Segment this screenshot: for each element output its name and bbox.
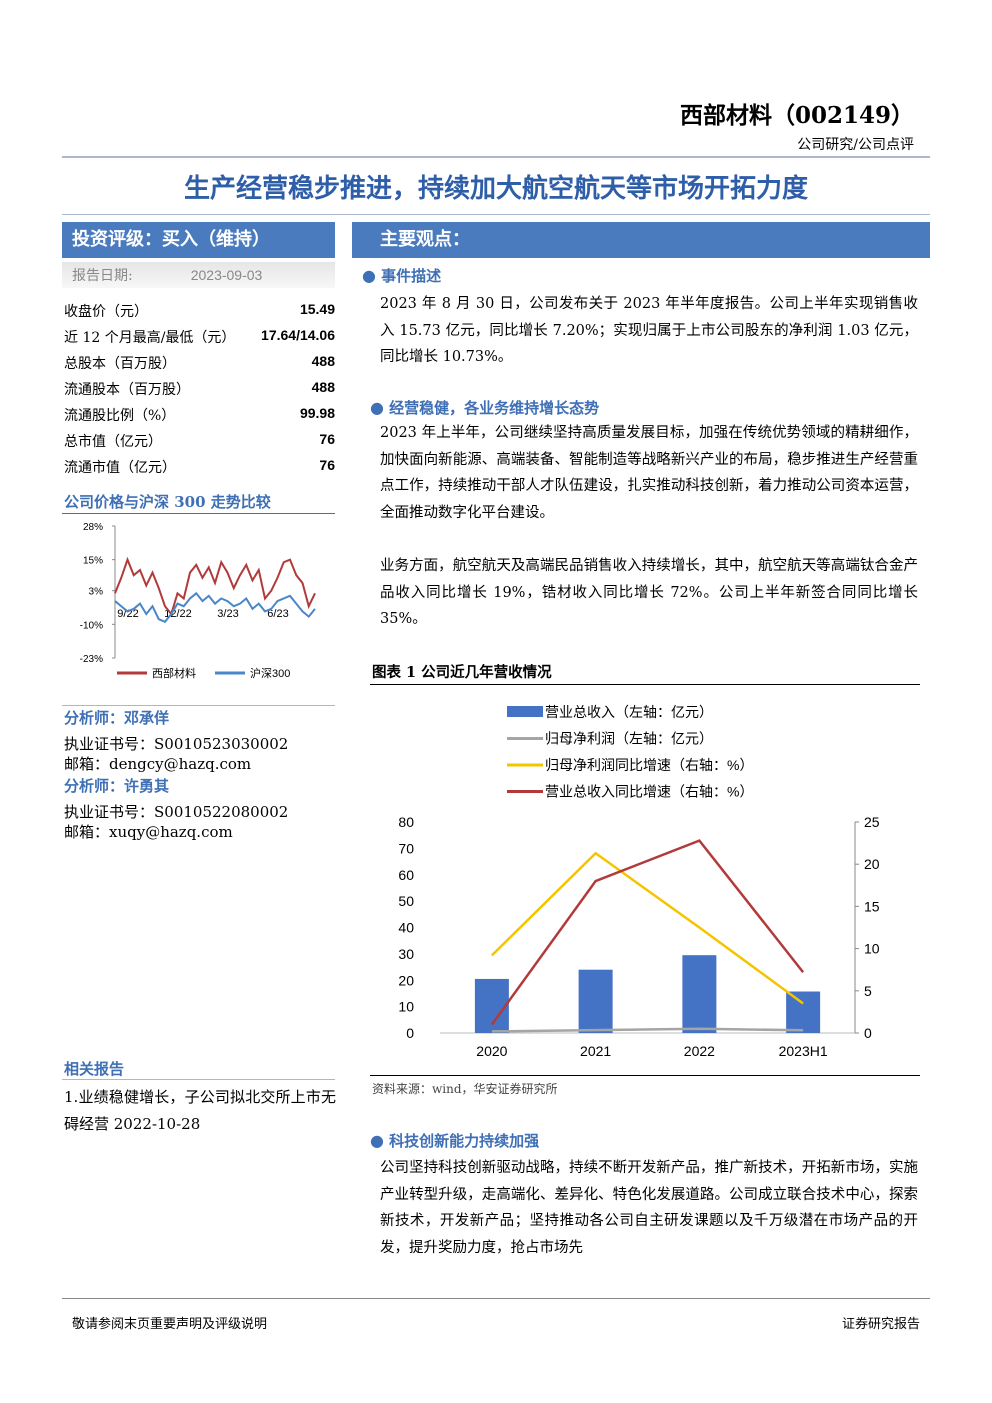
stat-value: 76: [319, 431, 335, 447]
analyst: 分析师：邓承佯: [64, 709, 170, 727]
legend-label: 沪深300: [250, 666, 290, 680]
paragraph: 公司坚持科技创新驱动战略，持续不断开发新产品，推广新技术，开拓新市场，实施产业转…: [380, 1160, 918, 1256]
y-tick-label: 60: [398, 867, 414, 883]
rating: 投资评级：买入（维持）: [62, 222, 335, 258]
stat-value: 15.49: [299, 301, 335, 317]
bar: [578, 969, 613, 1033]
legend-label: 营业总收入（左轴：亿元）: [545, 704, 713, 720]
y-tick-label: 28%: [83, 522, 103, 533]
rule: [370, 1075, 920, 1076]
stat-label: 流通股本（百万股）: [64, 382, 190, 398]
series-line: [114, 591, 316, 623]
x-tick-label: 2023H1: [779, 1043, 828, 1059]
stat-value: 17.64/14.06: [261, 327, 335, 343]
series-line: [491, 1027, 804, 1033]
license: 执业证书号：S0010522080002: [64, 803, 289, 821]
heading: 科技创新能力持续加强: [389, 1132, 540, 1150]
x-tick-label: 9/22: [117, 608, 138, 620]
source: 资料来源：wind，华安证券研究所: [372, 1082, 558, 1096]
date: 2023-09-03: [190, 267, 263, 283]
y2-tick-label: 0: [864, 1025, 872, 1041]
x-tick-label: 2021: [580, 1043, 611, 1059]
chart-title: 公司价格与沪深 300 走势比较: [64, 493, 271, 511]
y2-tick-label: 5: [864, 983, 872, 999]
rule: [370, 684, 920, 685]
bar: [786, 991, 821, 1033]
stat-label: 总股本（百万股）: [64, 356, 176, 372]
revenue-chart: 0 10 20 30 40 50 60 70 80 0 5 10 15 20 25 2020 2021 2022 2…: [398, 704, 880, 1059]
stat-label: 近 12 个月最高/最低（元）: [64, 330, 236, 346]
stat-value: 99.98: [299, 405, 335, 421]
date-label: 报告日期:: [72, 268, 133, 284]
rule: [62, 705, 335, 706]
paragraph: 业务方面，航空航天及高端民品销售收入持续增长，其中，航空航天等高端钛合金产品收入…: [380, 558, 918, 627]
section-heading: ● 事件描述: [362, 266, 442, 285]
legend-label: 营业总收入同比增速（右轴：%）: [545, 784, 753, 800]
stat-value: 488: [311, 379, 335, 395]
related-title: 相关报告: [64, 1060, 125, 1078]
paragraph: 2023 年上半年，公司继续坚持高质量发展目标，加强在传统优势领域的精耕细作，加…: [380, 425, 918, 521]
y-tick-label: 70: [398, 840, 414, 856]
y-tick-label: -10%: [80, 620, 103, 631]
y-tick-label: 15%: [83, 556, 103, 567]
related-item: 1.业绩稳健增长，子公司拟北交所上市无碍经营 2022-10-28: [64, 1088, 336, 1133]
y-tick-label: 20: [398, 972, 414, 988]
rule: [62, 156, 930, 158]
rule: [62, 513, 335, 514]
x-tick-label: 6/23: [267, 608, 288, 620]
y-tick-label: -23%: [80, 654, 103, 665]
y-tick-label: 30: [398, 946, 414, 962]
rule: [62, 214, 930, 215]
stat-value: 76: [319, 457, 335, 473]
footer-left: 敬请参阅末页重要声明及评级说明: [72, 1317, 268, 1332]
stat-label: 收盘价（元）: [64, 304, 148, 320]
license: 执业证书号：S0010523030002: [64, 735, 289, 753]
title: 生产经营稳步推进，持续加大航空航天等市场开拓力度: [183, 174, 808, 204]
x-tick-label: 2022: [684, 1043, 715, 1059]
heading: 经营稳健，各业务维持增长态势: [389, 399, 600, 417]
y-tick-label: 3%: [89, 587, 104, 598]
stat-value: 488: [311, 353, 335, 369]
y-tick-label: 10: [398, 999, 414, 1015]
rule: [62, 1079, 335, 1080]
main-title: 主要观点：: [352, 222, 930, 258]
footer-right: 证券研究报告: [841, 1317, 920, 1332]
legend-label: 归母净利润同比增速（右轴：%）: [545, 757, 753, 773]
company: 西部材料（002149）: [679, 102, 914, 129]
y2-tick-label: 10: [864, 941, 880, 957]
date-row: 报告日期: 2023-09-03: [62, 262, 335, 288]
y2-tick-label: 15: [864, 898, 880, 914]
stat-label: 总市值（亿元）: [64, 434, 162, 450]
email: 邮箱：dengcy@hazq.com: [64, 755, 252, 773]
series-line: [490, 839, 805, 1026]
bar: [682, 955, 717, 1033]
series-line: [114, 556, 316, 617]
section-heading: ● 科技创新能力持续加强: [370, 1131, 540, 1150]
stat-label: 流通股比例（%）: [64, 408, 176, 424]
y-tick-label: 80: [398, 814, 414, 830]
rule: [62, 1298, 930, 1299]
legend-label: 西部材料: [152, 666, 196, 680]
paragraph: 2023 年 8 月 30 日，公司发布关于 2023 年半年度报告。公司上半年…: [380, 296, 918, 365]
stat-label: 流通市值（亿元）: [64, 460, 176, 476]
y-tick-label: 50: [398, 893, 414, 909]
bar: [474, 978, 509, 1033]
x-tick-label: 3/23: [217, 608, 238, 620]
y-tick-label: 40: [398, 920, 414, 936]
x-tick-label: 2020: [476, 1043, 507, 1059]
category: 公司研究/公司点评: [797, 137, 914, 153]
legend-label: 归母净利润（左轴：亿元）: [545, 731, 713, 747]
legend-swatch: [507, 706, 543, 717]
section-heading: ● 经营稳健，各业务维持增长态势: [370, 398, 600, 417]
email: 邮箱：xuqy@hazq.com: [64, 823, 233, 841]
y-tick-label: 0: [406, 1025, 414, 1041]
analyst: 分析师：许勇其: [64, 777, 170, 795]
y2-tick-label: 25: [864, 814, 880, 830]
heading: 事件描述: [381, 267, 442, 285]
y2-tick-label: 20: [864, 856, 880, 872]
figure-title: 图表 1 公司近几年营收情况: [372, 664, 552, 681]
series-line: [490, 851, 804, 1005]
